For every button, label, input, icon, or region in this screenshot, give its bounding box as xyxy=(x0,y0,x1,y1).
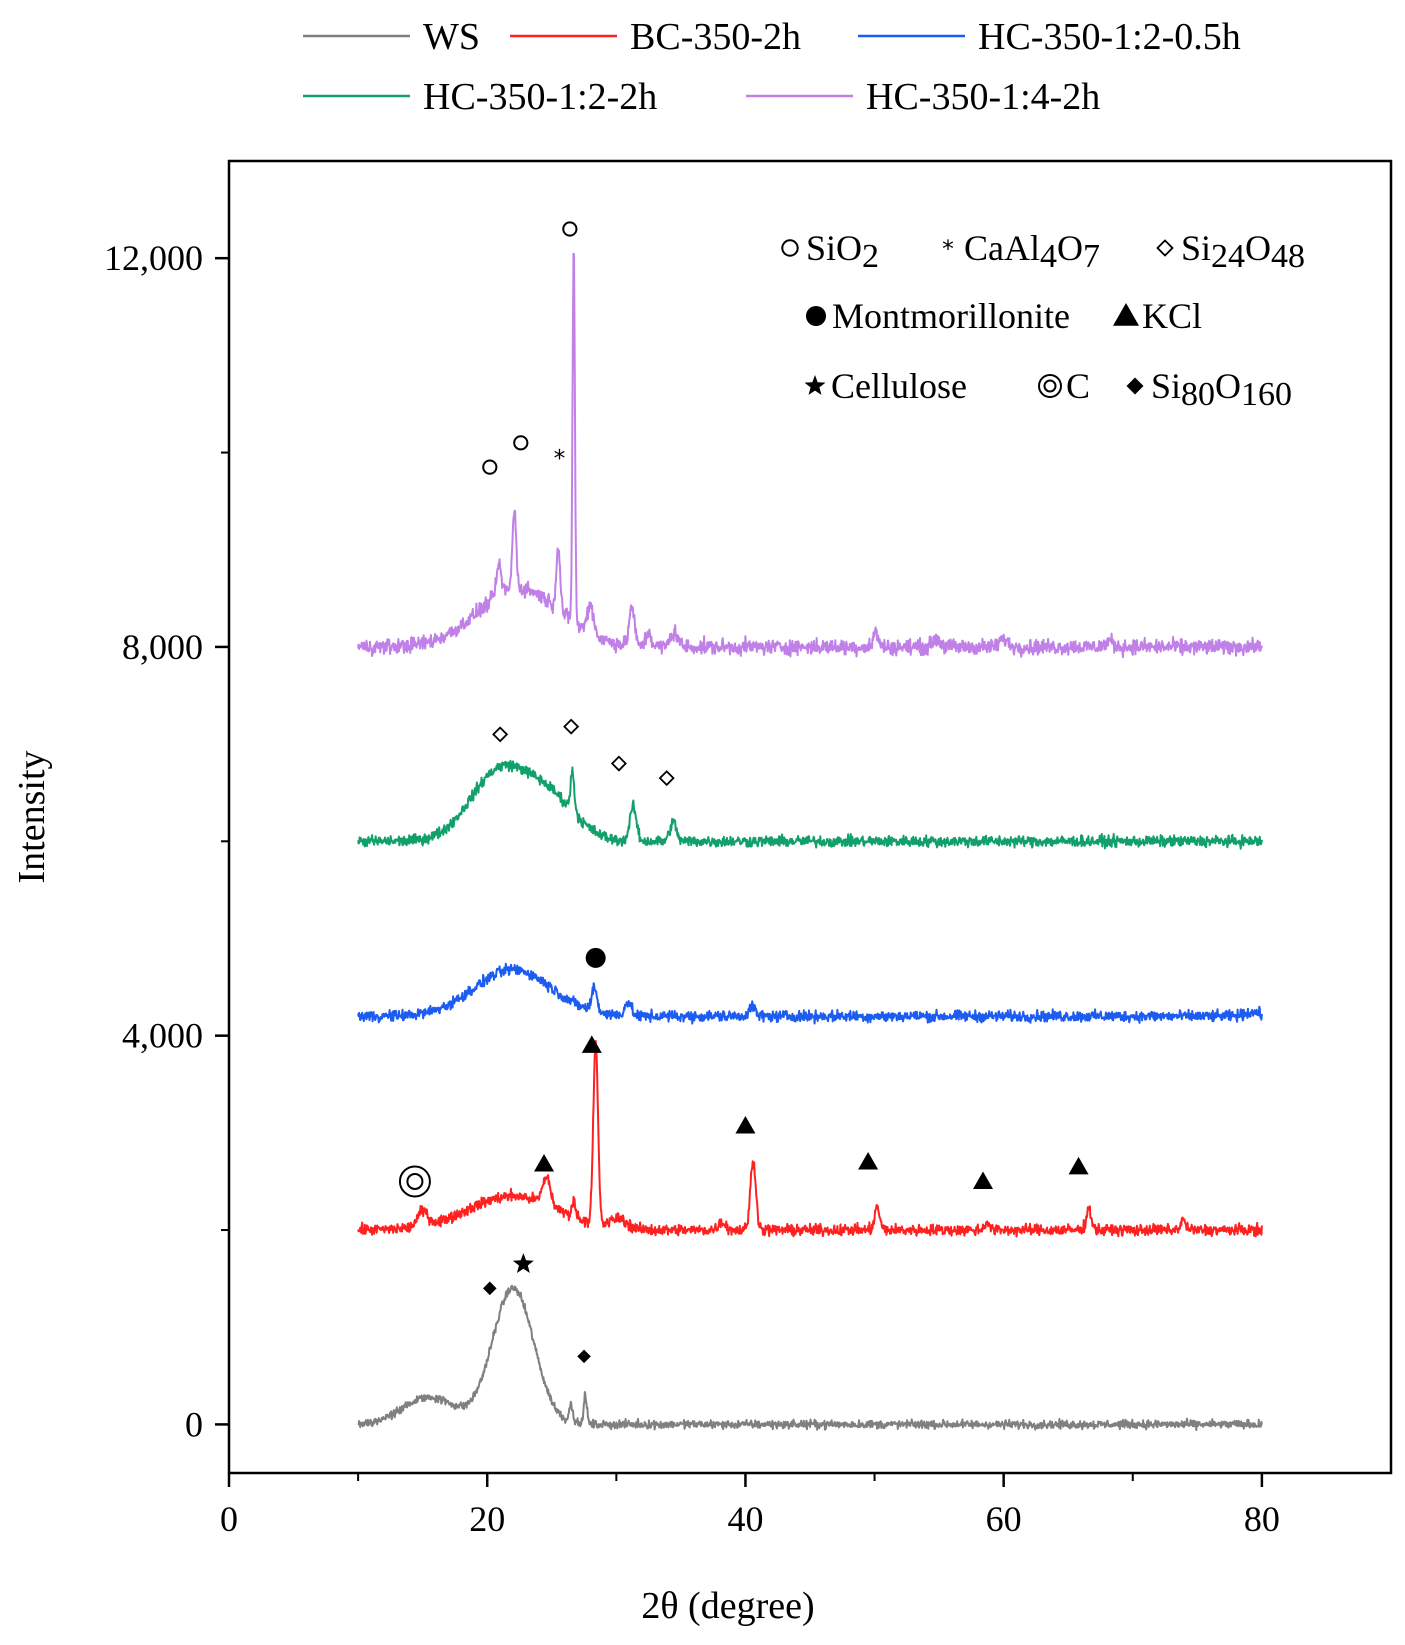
phase-key-item: * CaAl4O7 xyxy=(942,228,1100,275)
legend-item: HC-350-1:2-2h xyxy=(303,76,657,118)
y-axis: 0 4,000 8,000 12,000 xyxy=(104,238,229,1444)
open-circle-marker xyxy=(513,435,529,451)
filled-triangle-marker xyxy=(735,1116,756,1134)
phase-key-label: SiO2 xyxy=(806,228,879,275)
filled-circle-marker xyxy=(806,306,826,326)
open-circle-marker xyxy=(482,459,498,475)
series-layer xyxy=(357,252,1263,1431)
legend-item: HC-350-1:4-2h xyxy=(746,76,1100,118)
plot-frame xyxy=(227,159,1393,1475)
bullseye-marker xyxy=(398,1165,431,1198)
filled-diamond-marker xyxy=(1126,377,1144,395)
x-tick-label: 80 xyxy=(1244,1499,1280,1539)
y-tick-label: 8,000 xyxy=(122,627,203,667)
legend-label: BC-350-2h xyxy=(630,16,801,58)
svg-text:*: * xyxy=(942,235,954,263)
x-axis-title: 2θ (degree) xyxy=(641,1585,814,1627)
filled-circle-marker xyxy=(585,947,606,968)
phase-key-item: KCl xyxy=(1113,296,1202,336)
open-circle-marker xyxy=(562,221,578,237)
series-line-hc-350-1-4-2h xyxy=(357,252,1263,659)
filled-triangle-marker xyxy=(858,1152,879,1170)
open-diamond-marker xyxy=(658,770,675,787)
legend-item: HC-350-1:2-0.5h xyxy=(858,16,1241,58)
filled-triangle-marker xyxy=(1068,1156,1089,1175)
phase-key-item: SiO2 xyxy=(781,228,879,275)
legend-label: HC-350-1:2-2h xyxy=(423,76,657,118)
phase-key-label: Cellulose xyxy=(831,366,967,406)
peak-annotations: * xyxy=(398,221,1089,1364)
series-line-ws xyxy=(357,1284,1263,1431)
filled-triangle-marker xyxy=(973,1171,994,1189)
phase-key-label: KCl xyxy=(1142,296,1202,336)
legend-item: BC-350-2h xyxy=(510,16,801,58)
legend-label: WS xyxy=(423,16,480,58)
phase-key-item: Montmorillonite xyxy=(806,296,1070,336)
series-line-bc-350-2h xyxy=(357,1040,1263,1238)
filled-triangle-marker xyxy=(581,1035,602,1053)
filled-diamond-marker xyxy=(483,1281,497,1296)
x-tick-label: 60 xyxy=(986,1499,1022,1539)
y-tick-label: 12,000 xyxy=(104,238,203,278)
open-diamond-marker xyxy=(610,755,627,772)
y-tick-label: 0 xyxy=(185,1404,203,1444)
bullseye-marker xyxy=(1038,374,1062,398)
filled-triangle-marker xyxy=(1113,303,1139,326)
asterisk-marker: * xyxy=(942,235,954,263)
phase-key-label: Si80O160 xyxy=(1151,366,1292,413)
phase-key-label: C xyxy=(1066,366,1090,406)
phase-key-item: Cellulose xyxy=(804,366,967,406)
legend-label: HC-350-1:2-0.5h xyxy=(978,16,1241,58)
legend: WS BC-350-2h HC-350-1:2-0.5h HC-350-1:2-2h H… xyxy=(303,16,1241,118)
legend-label: HC-350-1:4-2h xyxy=(866,76,1100,118)
open-diamond-marker xyxy=(1156,239,1174,257)
y-axis-title: Intensity xyxy=(11,751,53,884)
phase-key-item: Si24O48 xyxy=(1156,228,1305,275)
phase-key-label: CaAl4O7 xyxy=(964,228,1100,275)
y-tick-label: 4,000 xyxy=(122,1016,203,1056)
x-tick-label: 0 xyxy=(220,1499,238,1539)
series-line-hc-350-1-2-0-5h xyxy=(357,962,1263,1025)
open-diamond-marker xyxy=(563,718,580,735)
series-line-hc-350-1-2-2h xyxy=(357,759,1263,850)
x-tick-label: 40 xyxy=(727,1499,763,1539)
svg-text:*: * xyxy=(554,444,566,472)
open-circle-marker xyxy=(781,239,799,257)
filled-star-marker xyxy=(512,1253,534,1273)
phase-key-item: Si80O160 xyxy=(1126,366,1292,413)
phase-key: SiO2 * CaAl4O7 Si24O48 Montmorillonite KCl Cel… xyxy=(781,228,1305,413)
filled-diamond-marker xyxy=(577,1349,591,1364)
x-tick-label: 20 xyxy=(469,1499,505,1539)
open-diamond-marker xyxy=(492,726,509,743)
phase-key-label: Montmorillonite xyxy=(832,296,1070,336)
filled-triangle-marker xyxy=(534,1153,555,1172)
asterisk-marker: * xyxy=(554,444,566,472)
legend-item: WS xyxy=(303,16,480,58)
filled-star-marker xyxy=(804,375,826,395)
phase-key-item: C xyxy=(1038,366,1090,406)
x-axis: 0 20 40 60 80 xyxy=(220,1473,1280,1539)
phase-key-label: Si24O48 xyxy=(1181,228,1305,275)
